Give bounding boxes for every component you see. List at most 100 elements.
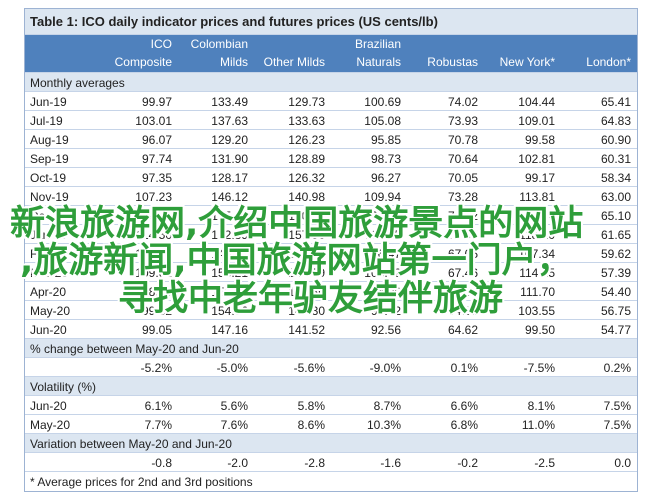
cell: -2.5 <box>534 456 555 470</box>
data-row: May-20 99.82 154.96 147.30 94.72 64.93 103.55 5… <box>25 301 637 320</box>
cell: 114.25 <box>519 266 555 280</box>
cell: 54.40 <box>600 285 631 299</box>
cell: 122.89 <box>364 209 401 223</box>
section-heading: Variation between May-20 and Jun-20 <box>30 437 232 451</box>
section-heading-row: Monthly averages <box>25 73 637 92</box>
cell: 141.52 <box>288 323 325 337</box>
cell: 74.02 <box>447 95 478 109</box>
cell: 98.73 <box>370 152 401 166</box>
cell: 7.5% <box>603 418 631 432</box>
cell: 133.63 <box>288 114 325 128</box>
cell: 129.20 <box>211 133 248 147</box>
row-label: Feb-20 <box>30 247 69 261</box>
cell: 106.71 <box>135 247 172 261</box>
cell: -0.2 <box>457 456 478 470</box>
cell: 94.72 <box>370 304 401 318</box>
section-heading: Volatility (%) <box>30 380 97 394</box>
cell: 64.93 <box>447 304 478 318</box>
section-heading: % change between May-20 and Jun-20 <box>30 342 239 356</box>
row-label: Jun-20 <box>30 323 67 337</box>
data-row: Dec-19 119.07 165.36 160.18 122.89 74.42 127.8… <box>25 206 637 225</box>
data-row: Jul-19 103.01 137.63 133.63 105.08 73.93 109.0… <box>25 111 637 130</box>
section-heading-row: Variation between May-20 and Jun-20 <box>25 434 637 453</box>
data-row: Oct-19 97.35 128.17 126.32 96.27 70.05 99.17 58… <box>25 168 637 187</box>
column-header: Naturals <box>356 55 401 69</box>
cell: 154.96 <box>211 304 248 318</box>
cell: 158.93 <box>211 285 248 299</box>
cell: 99.97 <box>141 95 172 109</box>
cell: 6.6% <box>450 399 478 413</box>
data-row: -5.2% -5.0% -5.6% -9.0% 0.1% -7.5% 0.2% <box>25 358 637 377</box>
cell: 137.63 <box>211 114 248 128</box>
cell: 97.35 <box>141 171 172 185</box>
cell: 0.1% <box>450 361 478 375</box>
cell: 11.0% <box>521 418 555 432</box>
cell: 8.7% <box>373 399 401 413</box>
cell: -2.0 <box>227 456 248 470</box>
cell: 67.46 <box>447 266 478 280</box>
cell: 99.50 <box>524 323 555 337</box>
cell: 165.36 <box>211 209 248 223</box>
data-row: Aug-19 96.07 129.20 126.23 95.85 70.78 99.58 60… <box>25 130 637 149</box>
column-header-top: ICO <box>150 37 172 51</box>
cell: 60.31 <box>600 152 631 166</box>
column-header-top: Brazilian <box>354 37 401 51</box>
data-row: Feb-20 106.71 146.92 142.84 106.47 67.05 107.3… <box>25 244 637 263</box>
cell: 160.18 <box>288 209 325 223</box>
cell: 56.75 <box>600 304 631 318</box>
row-label: Oct-19 <box>30 171 67 185</box>
cell: 95.85 <box>370 133 401 147</box>
cell: -9.0% <box>369 361 401 375</box>
row-label: Mar-20 <box>30 266 69 280</box>
cell: 103.92 <box>364 266 401 280</box>
section-heading-row: Volatility (%) <box>25 377 637 396</box>
data-row: Nov-19 107.23 146.12 140.98 109.94 73.28 113.8… <box>25 187 637 206</box>
section-heading: Monthly averages <box>30 76 125 90</box>
cell: 103.01 <box>135 114 172 128</box>
cell: 70.95 <box>447 228 478 242</box>
cell: 54.77 <box>600 323 631 337</box>
cell: 142.84 <box>288 247 325 261</box>
cell: -5.2% <box>140 361 172 375</box>
cell: 115.85 <box>365 228 401 242</box>
row-label: Jan-20 <box>30 228 67 242</box>
data-row: Sep-19 97.74 131.90 128.89 98.73 70.64 102.81 6… <box>25 149 637 168</box>
cell: 61.65 <box>600 228 631 242</box>
cell: 111.70 <box>520 285 555 299</box>
cell: 131.90 <box>211 152 248 166</box>
column-header: Composite <box>114 55 172 69</box>
cell: 0.2% <box>603 361 631 375</box>
cell: 146.12 <box>211 190 248 204</box>
price-table: Table 1: ICO daily indicator prices and … <box>24 8 638 492</box>
cell: 109.01 <box>135 266 172 280</box>
row-label: Jun-20 <box>30 399 67 413</box>
cell: 104.06 <box>364 285 401 299</box>
cell: 102.81 <box>518 152 555 166</box>
data-row: Jun-20 6.1% 5.6% 5.8% 8.7% 6.6% 8.1% 7.5% <box>25 396 637 415</box>
cell: 126.23 <box>288 133 325 147</box>
section-heading-row: % change between May-20 and Jun-20 <box>25 339 637 358</box>
cell: 65.41 <box>600 95 631 109</box>
cell: 109.01 <box>518 114 555 128</box>
cell: 73.93 <box>447 114 478 128</box>
cell: 6.8% <box>450 418 478 432</box>
cell: 6.1% <box>144 399 172 413</box>
cell: 5.6% <box>220 399 248 413</box>
cell: 100.69 <box>364 95 401 109</box>
cell: 58.34 <box>600 171 631 185</box>
cell: 119.07 <box>136 209 172 223</box>
row-label: Nov-19 <box>30 190 69 204</box>
cell: 60.90 <box>600 133 631 147</box>
cell: 133.49 <box>211 95 248 109</box>
cell: 149.99 <box>288 266 325 280</box>
cell: 105.08 <box>364 114 401 128</box>
data-row: -0.8 -2.0 -2.8 -1.6 -0.2 -2.5 0.0 <box>25 453 637 472</box>
cell: 153.21 <box>211 266 248 280</box>
cell: 152.80 <box>288 285 325 299</box>
cell: 107.34 <box>518 247 555 261</box>
cell: 107.23 <box>135 190 172 204</box>
cell: 67.05 <box>447 247 478 261</box>
footnote-row: * Average prices for 2nd and 3rd positio… <box>25 472 637 491</box>
cell: 74.42 <box>447 209 478 223</box>
